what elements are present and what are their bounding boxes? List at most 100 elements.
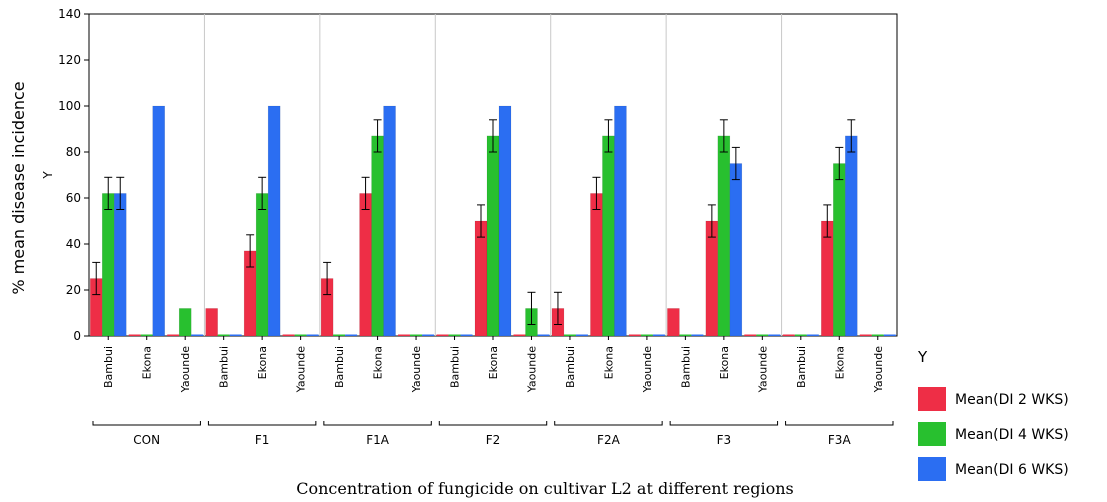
bar <box>705 220 719 337</box>
y-tick-label: 20 <box>66 283 81 297</box>
region-label: Yaounde <box>179 346 192 394</box>
bar <box>691 334 704 336</box>
bar <box>782 334 795 336</box>
region-label: Bambui <box>333 346 346 388</box>
bar <box>590 193 603 337</box>
bar <box>537 334 550 336</box>
region-label: Bambui <box>564 346 577 388</box>
region-label: Ekona <box>602 346 615 379</box>
bar <box>806 334 819 336</box>
region-label: Bambui <box>102 346 115 388</box>
region-label: Ekona <box>141 346 154 379</box>
legend-swatch <box>918 457 946 481</box>
bar <box>255 193 269 337</box>
bar <box>859 334 872 336</box>
bar <box>717 135 731 337</box>
legend-swatch <box>918 387 946 411</box>
legend-swatch <box>918 422 946 446</box>
legend: Y Mean(DI 2 WKS) Mean(DI 4 WKS) Mean(DI 6 … <box>917 348 1069 481</box>
bar <box>205 308 218 337</box>
bar <box>498 105 512 337</box>
y-tick-label: 60 <box>66 191 81 205</box>
x-axis-categories: Bambui Ekona Yaounde CON Bambui Ekona Yaounde F… <box>92 336 894 447</box>
bar <box>436 334 449 336</box>
bar <box>833 163 846 337</box>
bar <box>410 334 423 336</box>
bar <box>282 334 295 336</box>
bar <box>140 334 153 336</box>
y-tick-label: 120 <box>58 53 81 67</box>
bar <box>152 105 165 337</box>
group-bracket <box>207 421 317 426</box>
region-label: Yaounde <box>525 346 538 394</box>
region-label: Yaounde <box>872 346 885 394</box>
region-label: Ekona <box>487 346 500 379</box>
bar <box>398 334 411 336</box>
bar <box>128 334 141 336</box>
bar <box>614 105 627 337</box>
x-axis-title: Concentration of fungicide on cultivar L… <box>296 479 793 498</box>
bar <box>460 334 473 336</box>
y-tick-label: 0 <box>73 329 81 343</box>
bar <box>422 334 435 336</box>
group-bracket <box>323 421 432 426</box>
bar <box>371 135 384 337</box>
legend-entry: Mean(DI 4 WKS) <box>955 427 1069 443</box>
y-axis-subtitle: Y <box>41 171 55 180</box>
bar <box>756 334 769 336</box>
region-label: Ekona <box>256 346 269 379</box>
region-label: Yaounde <box>641 346 654 394</box>
bar <box>744 334 757 336</box>
bar <box>729 163 743 337</box>
region-label: Yaounde <box>410 346 423 394</box>
region-label: Yaounde <box>756 346 769 394</box>
group-bracket <box>92 421 201 426</box>
group-label: F1A <box>366 433 390 447</box>
bar <box>679 334 692 336</box>
bar <box>217 334 230 336</box>
bar <box>768 334 781 336</box>
legend-title: Y <box>917 348 928 366</box>
region-label: Ekona <box>833 346 846 379</box>
bar <box>563 334 576 336</box>
group-bracket <box>785 421 894 426</box>
region-label: Bambui <box>679 346 692 388</box>
bar <box>229 334 242 336</box>
bar <box>333 334 346 336</box>
group-label: F2 <box>486 433 501 447</box>
group-separators <box>203 14 783 336</box>
group-label: F3A <box>828 433 852 447</box>
bar <box>294 334 307 336</box>
y-axis: 0 20 40 60 80 100 120 140 <box>58 7 89 343</box>
bar <box>871 334 884 336</box>
bar <box>267 105 281 337</box>
group-label: F2A <box>597 433 621 447</box>
bar <box>652 334 665 336</box>
bar <box>628 334 641 336</box>
group-bracket <box>554 421 663 426</box>
y-tick-label: 100 <box>58 99 81 113</box>
bar <box>191 334 204 336</box>
bar <box>178 308 192 337</box>
y-tick-label: 140 <box>58 7 81 21</box>
bar <box>167 334 180 336</box>
bars <box>89 105 896 337</box>
bar <box>486 135 500 337</box>
group-bracket <box>669 421 779 426</box>
bar <box>575 334 588 336</box>
group-label: F1 <box>255 433 270 447</box>
y-tick-label: 40 <box>66 237 81 251</box>
bar <box>667 308 680 337</box>
region-label: Yaounde <box>295 346 308 394</box>
bar <box>821 220 834 337</box>
group-bracket <box>438 421 548 426</box>
bar <box>383 105 396 337</box>
group-label: F3 <box>717 433 732 447</box>
bar <box>359 193 372 337</box>
region-label: Ekona <box>372 346 385 379</box>
bar <box>794 334 807 336</box>
bar <box>845 135 858 337</box>
bar <box>306 334 319 336</box>
bar <box>448 334 461 336</box>
